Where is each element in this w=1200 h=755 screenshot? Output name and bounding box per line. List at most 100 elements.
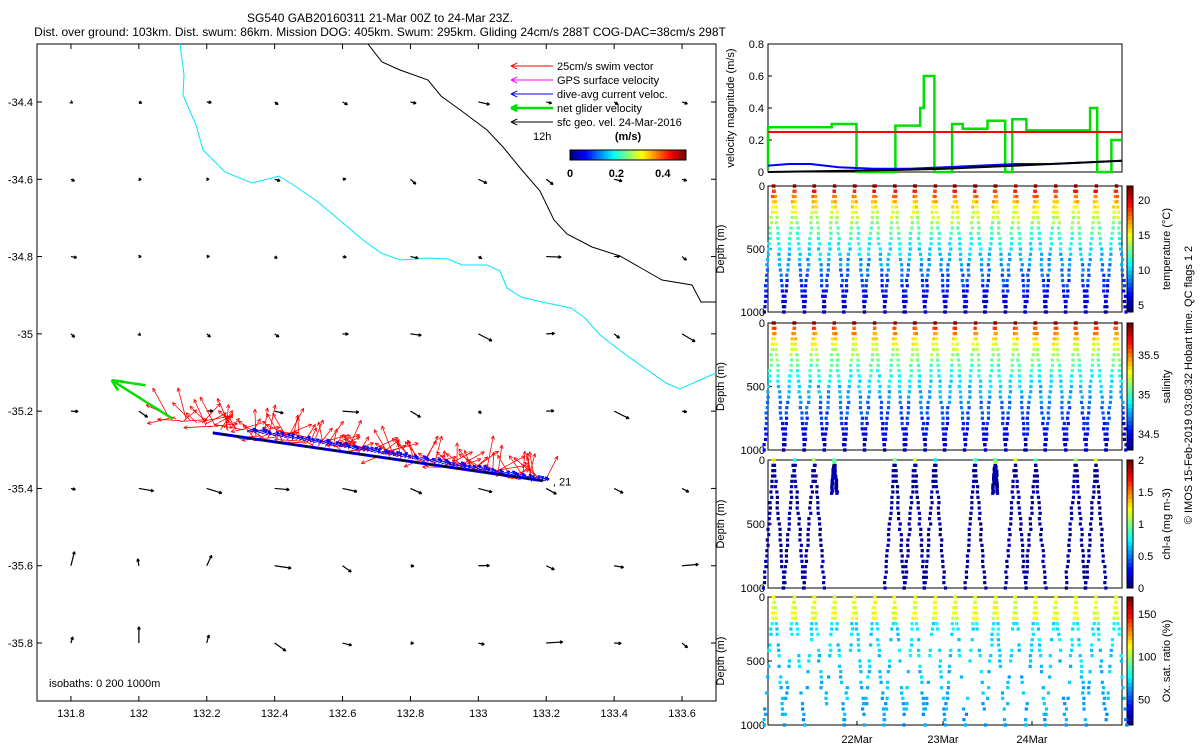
profile-point: [1115, 337, 1118, 340]
depth-colorbar-segment: [1127, 486, 1133, 491]
profile-point: [820, 565, 823, 568]
profile-point: [791, 337, 794, 340]
profile-point: [1100, 385, 1103, 388]
profile-point: [977, 221, 980, 224]
profile-point: [1066, 554, 1069, 557]
profile-point: [840, 284, 843, 287]
profile-point: [974, 595, 977, 598]
profile-point: [1026, 433, 1029, 436]
profile-point: [1027, 538, 1030, 541]
profile-point: [917, 369, 920, 372]
profile-point: [1118, 237, 1121, 240]
profile-point: [838, 654, 841, 657]
profile-point: [916, 496, 919, 499]
profile-point: [924, 300, 927, 303]
profile-point: [1066, 284, 1069, 287]
profile-point: [957, 232, 960, 235]
legend-entry-1: 25cm/s swim vector: [557, 61, 654, 73]
profile-point: [1039, 390, 1042, 393]
profile-point: [768, 643, 771, 646]
profile-point: [765, 554, 768, 557]
profile-point: [1010, 649, 1013, 652]
profile-point: [1097, 221, 1100, 224]
profile-point: [777, 242, 780, 245]
profile-point: [1043, 427, 1046, 430]
profile-point: [858, 253, 861, 256]
profile-point: [838, 237, 841, 240]
profile-point: [1070, 374, 1073, 377]
profile-point: [1098, 496, 1101, 499]
profile-point: [914, 464, 917, 467]
profile-point: [861, 707, 864, 710]
profile-point: [1099, 237, 1102, 240]
profile-point: [802, 586, 805, 589]
profile-point: [915, 490, 918, 493]
profile-point: [808, 369, 811, 372]
depth-colorbar-segment: [1127, 498, 1133, 503]
profile-point: [1017, 353, 1020, 356]
profile-point: [1042, 284, 1045, 287]
profile-point: [891, 485, 894, 488]
profile-point: [1027, 401, 1030, 404]
profile-point: [778, 258, 781, 261]
profile-point: [936, 490, 939, 493]
profile-point: [809, 232, 812, 235]
profile-point: [825, 289, 828, 292]
depth-colorbar-segment: [1127, 253, 1133, 258]
profile-point: [834, 337, 837, 340]
depth-colorbar-segment: [1127, 541, 1133, 546]
profile-point: [1090, 517, 1093, 520]
profile-point: [1104, 448, 1107, 451]
profile-point: [865, 295, 868, 298]
profile-point: [906, 554, 909, 557]
profile-point: [1120, 659, 1123, 662]
profile-point: [1084, 305, 1087, 308]
profile-point: [935, 485, 938, 488]
map-ytick-label: -34.8: [8, 252, 33, 264]
depth-colorbar-segment: [1127, 708, 1133, 713]
profile-point: [989, 380, 992, 383]
profile-point: [916, 211, 919, 214]
profile-point: [1092, 348, 1095, 351]
profile-point: [1047, 691, 1050, 694]
profile-point: [809, 221, 812, 224]
profile-point: [917, 501, 920, 504]
profile-point: [1027, 406, 1030, 409]
profile-point: [784, 697, 787, 700]
profile-point: [954, 327, 957, 330]
colorbar-tick-label: 0: [567, 168, 573, 180]
profile-point: [1044, 443, 1047, 446]
profile-point: [982, 300, 985, 303]
profile-point: [851, 205, 854, 208]
profile-point: [925, 279, 928, 282]
profile-point: [784, 433, 787, 436]
colorbar-tick-label: 0.4: [655, 168, 671, 180]
profile-point: [1113, 216, 1116, 219]
depth-colorbar-segment: [1127, 391, 1133, 396]
profile-point: [871, 343, 874, 346]
profile-point: [1122, 411, 1125, 414]
profile-point: [908, 522, 911, 525]
profile-point: [961, 274, 964, 277]
profile-point: [807, 538, 810, 541]
profile-point: [844, 295, 847, 298]
profile-point: [1112, 364, 1115, 367]
sfc-geo-arrow-shaft: [546, 257, 561, 258]
profile-point: [1055, 327, 1058, 330]
profile-point: [940, 544, 943, 547]
profile-point: [1000, 401, 1003, 404]
map-ytick-label: -34.6: [8, 174, 33, 186]
depth-colorbar-segment: [1127, 420, 1133, 425]
profile-point: [879, 263, 882, 266]
profile-point: [763, 707, 766, 710]
profile-point: [1085, 723, 1088, 726]
profile-point: [815, 353, 818, 356]
profile-point: [796, 237, 799, 240]
profile-point: [864, 697, 867, 700]
depth-colorbar-segment: [1127, 520, 1133, 525]
profile-point: [940, 258, 943, 261]
profile-point: [985, 300, 988, 303]
profile-point: [796, 364, 799, 367]
profile-point: [816, 633, 819, 636]
profile-point: [944, 438, 947, 441]
